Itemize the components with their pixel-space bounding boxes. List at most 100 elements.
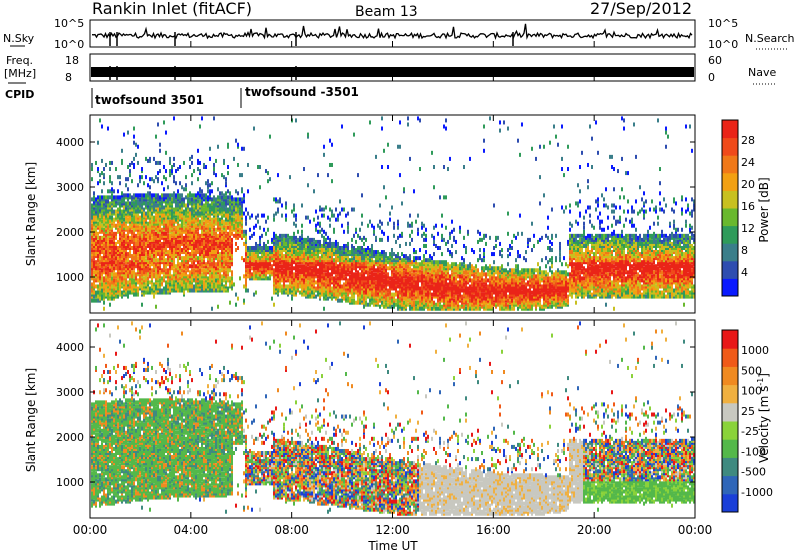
- data-cell: [205, 288, 207, 293]
- data-cell: [117, 272, 119, 277]
- data-cell: [131, 229, 133, 234]
- data-cell: [385, 290, 387, 295]
- data-cell: [355, 272, 357, 277]
- data-cell: [101, 209, 103, 214]
- data-cell: [161, 256, 163, 261]
- data-cell: [379, 219, 381, 224]
- data-cell: [295, 213, 297, 218]
- data-cell: [193, 193, 195, 198]
- data-cell: [111, 209, 113, 214]
- data-cell: [161, 215, 163, 220]
- data-cell: [103, 288, 105, 293]
- data-cell: [345, 294, 347, 299]
- data-cell: [165, 286, 167, 291]
- data-cell: [107, 219, 109, 224]
- data-cell: [155, 231, 157, 236]
- data-cell: [143, 252, 145, 257]
- data-cell: [137, 217, 139, 222]
- data-cell: [133, 219, 135, 224]
- data-cell: [219, 286, 221, 291]
- data-cell: [167, 211, 169, 216]
- data-cell: [217, 274, 219, 279]
- data-cell: [171, 171, 173, 176]
- data-cell: [121, 258, 123, 263]
- data-cell: [259, 246, 261, 250]
- data-cell: [377, 254, 379, 259]
- data-cell: [375, 272, 377, 277]
- data-cell: [97, 140, 99, 145]
- data-cell: [97, 246, 99, 250]
- data-cell: [139, 278, 141, 283]
- data-cell: [161, 290, 163, 295]
- data-cell: [175, 225, 177, 230]
- data-cell: [171, 286, 173, 291]
- data-cell: [329, 207, 331, 212]
- data-cell: [125, 290, 127, 295]
- data-cell: [119, 250, 121, 255]
- data-cell: [91, 239, 93, 244]
- data-cell: [93, 221, 95, 226]
- data-cell: [345, 213, 347, 218]
- data-cell: [137, 258, 139, 263]
- data-cell: [95, 211, 97, 216]
- data-cell: [189, 252, 191, 257]
- data-cell: [123, 248, 125, 253]
- data-cell: [165, 252, 167, 257]
- data-cell: [269, 256, 271, 261]
- data-cell: [161, 276, 163, 281]
- data-cell: [103, 227, 105, 232]
- data-cell: [143, 213, 145, 218]
- data-cell: [131, 223, 133, 228]
- data-cell: [129, 203, 131, 208]
- data-cell: [215, 173, 217, 178]
- data-cell: [115, 274, 117, 279]
- data-cell: [103, 195, 105, 200]
- data-cell: [333, 227, 335, 232]
- data-cell: [131, 207, 133, 212]
- data-cell: [97, 205, 99, 210]
- data-cell: [117, 197, 119, 202]
- data-cell: [359, 272, 361, 277]
- data-cell: [377, 298, 379, 303]
- data-cell: [207, 183, 209, 188]
- data-cell: [105, 260, 107, 265]
- data-cell: [105, 239, 107, 244]
- data-cell: [183, 284, 185, 289]
- data-cell: [261, 213, 263, 218]
- data-cell: [173, 211, 175, 216]
- data-cell: [267, 215, 269, 220]
- data-cell: [137, 209, 139, 214]
- data-cell: [169, 270, 171, 275]
- data-cell: [139, 250, 141, 255]
- data-cell: [147, 243, 149, 248]
- data-cell: [151, 221, 153, 226]
- data-cell: [105, 223, 107, 228]
- data-cell: [119, 243, 121, 248]
- data-cell: [279, 250, 281, 255]
- data-cell: [245, 229, 247, 234]
- data-cell: [143, 266, 145, 271]
- data-cell: [127, 256, 129, 261]
- data-cell: [115, 262, 117, 267]
- data-cell: [109, 189, 111, 194]
- data-cell: [117, 290, 119, 295]
- data-cell: [155, 205, 157, 210]
- data-cell: [137, 286, 139, 291]
- data-cell: [321, 254, 323, 259]
- data-cell: [167, 268, 169, 273]
- data-cell: [319, 229, 321, 234]
- data-cell: [127, 258, 129, 263]
- data-cell: [299, 280, 301, 285]
- data-cell: [163, 278, 165, 283]
- data-cell: [157, 272, 159, 277]
- data-cell: [113, 189, 115, 194]
- data-cell: [275, 211, 277, 216]
- data-cell: [159, 282, 161, 287]
- data-cell: [139, 276, 141, 281]
- data-cell: [241, 256, 243, 261]
- data-cell: [131, 225, 133, 230]
- data-cell: [317, 239, 319, 244]
- data-cell: [121, 209, 123, 214]
- data-cell: [291, 296, 293, 301]
- data-cell: [177, 201, 179, 206]
